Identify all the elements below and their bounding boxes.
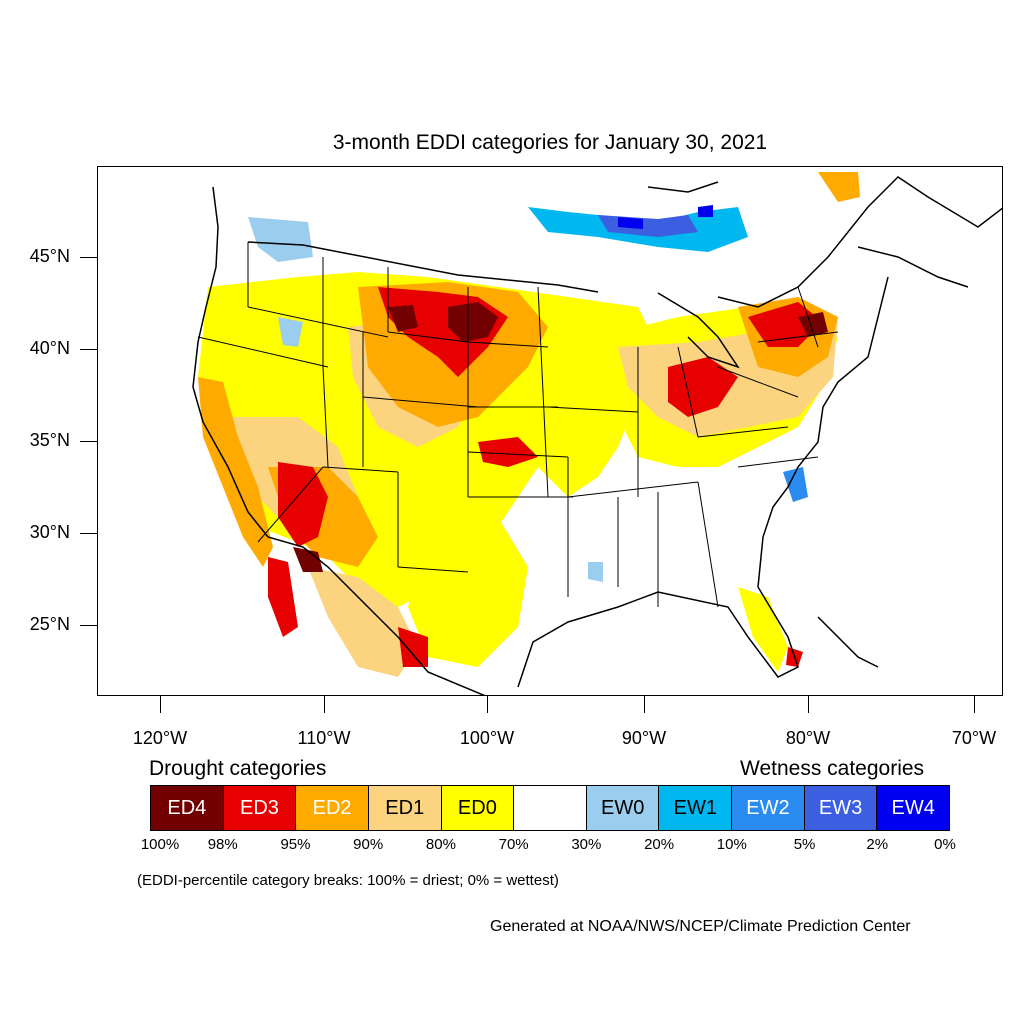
- lon-tick: [324, 696, 325, 713]
- legend-cell-ed1: ED1: [368, 786, 442, 830]
- lat-label-35: 35°N: [29, 430, 70, 450]
- lat-label-40: 40°N: [29, 338, 70, 358]
- legend-cell-ew0: EW0: [586, 786, 660, 830]
- break-label: 0%: [934, 836, 956, 853]
- lon-tick: [974, 696, 975, 713]
- wetness-heading: Wetness categories: [740, 757, 925, 780]
- lon-tick: [808, 696, 809, 713]
- lat-label-25: 25°N: [29, 614, 70, 634]
- lat-label-30: 30°N: [29, 522, 70, 542]
- legend-cell-neutral: [514, 786, 587, 830]
- lon-label-120: 120°W: [132, 728, 188, 748]
- lat-tick: [80, 349, 97, 350]
- category-legend: ED4 ED3 ED2 ED1 ED0 EW0 EW1 EW2 EW3 EW4: [150, 785, 950, 831]
- lon-label-100: 100°W: [459, 728, 515, 748]
- break-label: 30%: [571, 836, 602, 853]
- map-canvas: [192, 172, 1002, 695]
- break-label: 80%: [425, 836, 456, 853]
- lat-tick: [80, 625, 97, 626]
- map-title: 3-month EDDI categories for January 30, …: [332, 131, 768, 154]
- legend-cell-ed4: ED4: [151, 786, 224, 830]
- state-boundaries: [197, 242, 839, 608]
- lat-tick: [80, 257, 97, 258]
- break-label: 20%: [644, 836, 675, 853]
- legend-cell-ew3: EW3: [804, 786, 878, 830]
- legend-cell-ed3: ED3: [223, 786, 297, 830]
- credit-text: Generated at NOAA/NWS/NCEP/Climate Predi…: [490, 918, 911, 935]
- coastlines: [192, 176, 1002, 695]
- lat-tick: [80, 533, 97, 534]
- legend-cell-ew1: EW1: [659, 786, 733, 830]
- drought-shading: [198, 172, 860, 677]
- lon-tick: [644, 696, 645, 713]
- break-label: 90%: [353, 836, 384, 853]
- legend-cell-ed0: ED0: [441, 786, 515, 830]
- lat-tick: [80, 441, 97, 442]
- lat-label-45: 45°N: [29, 246, 70, 266]
- break-label: 2%: [866, 836, 889, 853]
- lon-label-110: 110°W: [297, 728, 351, 748]
- break-label: 10%: [716, 836, 747, 853]
- lon-label-80: 80°W: [785, 728, 831, 748]
- break-label: 100%: [140, 836, 180, 853]
- break-label: 95%: [280, 836, 311, 853]
- break-label: 5%: [793, 836, 816, 853]
- legend-cell-ew2: EW2: [732, 786, 805, 830]
- wetness-shading: [248, 205, 808, 582]
- lon-tick: [487, 696, 488, 713]
- lon-label-90: 90°W: [621, 728, 667, 748]
- drought-heading: Drought categories: [149, 757, 327, 780]
- break-label: 70%: [498, 836, 529, 853]
- legend-cell-ed2: ED2: [296, 786, 369, 830]
- lon-label-70: 70°W: [951, 728, 997, 748]
- legend-cell-ew4: EW4: [877, 786, 950, 830]
- eddi-map: [97, 166, 1003, 696]
- break-label: 98%: [207, 836, 238, 853]
- lon-tick: [160, 696, 161, 713]
- category-note: (EDDI-percentile category breaks: 100% =…: [137, 872, 559, 889]
